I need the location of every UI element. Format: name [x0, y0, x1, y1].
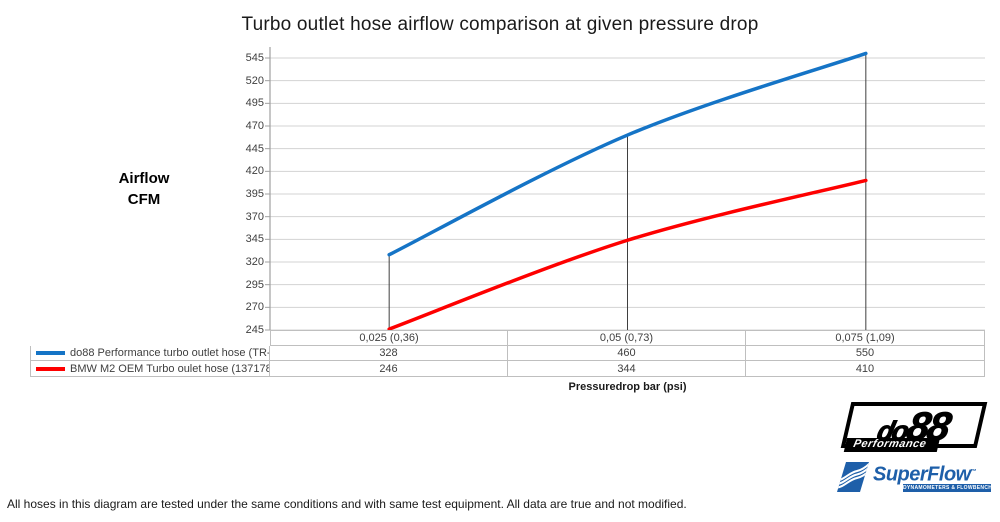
superflow-logo: SuperFlow™ DYNAMOMETERS & FLOWBENCHES — [836, 461, 994, 499]
axis-tick-marks — [265, 57, 270, 331]
y-tick-label: 270 — [245, 301, 264, 314]
y-tick-label: 545 — [245, 52, 264, 64]
table-value-cell: 460 — [508, 346, 746, 361]
table-value-cell: 410 — [746, 361, 985, 377]
category-drop-lines — [388, 53, 867, 334]
superflow-logo-tagline: DYNAMOMETERS & FLOWBENCHES — [903, 483, 991, 492]
category-label: 0,025 (0,36) — [270, 330, 508, 346]
table-value-cell: 246 — [270, 361, 508, 377]
do88-logo-performance-bar: Performance — [843, 438, 940, 452]
y-tick-label: 520 — [245, 74, 264, 87]
y-tick-label: 445 — [245, 142, 264, 155]
superflow-wave-icon — [837, 462, 869, 492]
legend-label: do88 Performance turbo outlet hose (TR-1… — [30, 346, 270, 361]
y-tick-label: 420 — [245, 165, 264, 178]
y-tick-label: 495 — [245, 97, 264, 110]
plot-area — [265, 47, 985, 334]
x-axis-title: Pressuredrop bar (psi) — [568, 381, 687, 393]
superflow-logo-name: SuperFlow™ — [873, 463, 977, 486]
do88-logo-box: do88 Performance — [840, 402, 988, 452]
legend-series-name: BMW M2 OEM Turbo oulet hose (13717847407… — [70, 362, 269, 375]
y-tick-label: 395 — [245, 188, 264, 200]
trademark-symbol: ™ — [970, 469, 977, 475]
y-tick-label: 470 — [245, 120, 264, 132]
footer-note: All hoses in this diagram are tested und… — [7, 497, 687, 511]
table-value-cell: 344 — [508, 361, 746, 377]
y-axis-label-line1: Airflow — [118, 170, 170, 187]
do88-logo: do88 Performance — [840, 402, 988, 452]
table-corner-cell — [30, 330, 270, 346]
legend-swatch-line — [36, 366, 65, 371]
series-line-1 — [387, 178, 868, 331]
superflow-logo-text-block: SuperFlow™ DYNAMOMETERS & FLOWBENCHES — [873, 461, 991, 492]
y-tick-label: 245 — [245, 324, 264, 336]
y-tick-label: 345 — [245, 233, 264, 246]
data-table-legend: 0,025 (0,36) 0,05 (0,73) 0,075 (1,09) do88 … — [30, 330, 985, 377]
y-axis-label-line2: CFM — [127, 191, 161, 208]
category-label: 0,075 (1,09) — [746, 330, 985, 346]
table-value-cell: 550 — [746, 346, 985, 361]
series-line-0 — [387, 51, 868, 257]
y-tick-label: 320 — [245, 256, 264, 268]
y-axis-label: Airflow CFM — [96, 168, 192, 210]
y-tick-label: 370 — [245, 210, 264, 223]
y-tick-label: 295 — [245, 278, 264, 291]
legend-label: BMW M2 OEM Turbo oulet hose (13717847407… — [30, 361, 270, 377]
legend-series-name: do88 Performance turbo outlet hose (TR-1… — [70, 347, 270, 359]
table-value-cell: 328 — [270, 346, 508, 361]
category-label: 0,05 (0,73) — [508, 330, 746, 346]
chart-title: Turbo outlet hose airflow comparison at … — [241, 14, 759, 35]
legend-swatch-line — [36, 351, 65, 355]
